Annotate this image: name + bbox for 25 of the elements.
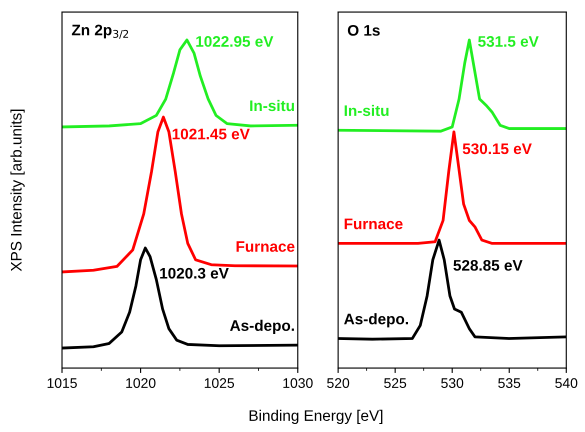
series-label: As-depo. <box>344 313 408 328</box>
series-label: In-situ <box>250 100 294 112</box>
series-label: Furnace <box>236 241 294 252</box>
series-label: As-depo. <box>230 320 294 334</box>
x-axis-title: Binding Energy [eV] <box>250 410 382 424</box>
x-tick-label: 540 <box>555 378 578 388</box>
x-tick-label: 1015 <box>48 378 77 388</box>
x-tick-label: 520 <box>327 378 350 388</box>
series-label: In-situ <box>344 104 389 116</box>
x-tick-label: 525 <box>384 378 406 388</box>
chart-title: O 1s <box>348 24 380 36</box>
y-axis-title: XPS Intensity [arb.units] <box>10 110 25 272</box>
annotation: 1021.45 eV <box>172 128 250 140</box>
x-tick-label: 1020 <box>126 378 156 388</box>
annotation: 530.15 eV <box>462 143 532 154</box>
annotation: 531.5 eV <box>478 36 539 47</box>
annotation: 1020.3 eV <box>160 268 229 279</box>
annotation: 528.85 eV <box>453 260 523 271</box>
x-tick-label: 1025 <box>204 378 234 388</box>
series-label: Furnace <box>344 218 403 230</box>
chart-title: Zn 2p$_{3/2}$ <box>72 24 128 39</box>
annotation: 1022.95 eV <box>196 36 274 47</box>
x-tick-label: 1030 <box>283 378 313 388</box>
x-tick-label: 535 <box>498 378 520 388</box>
x-tick-label: 530 <box>441 378 464 388</box>
